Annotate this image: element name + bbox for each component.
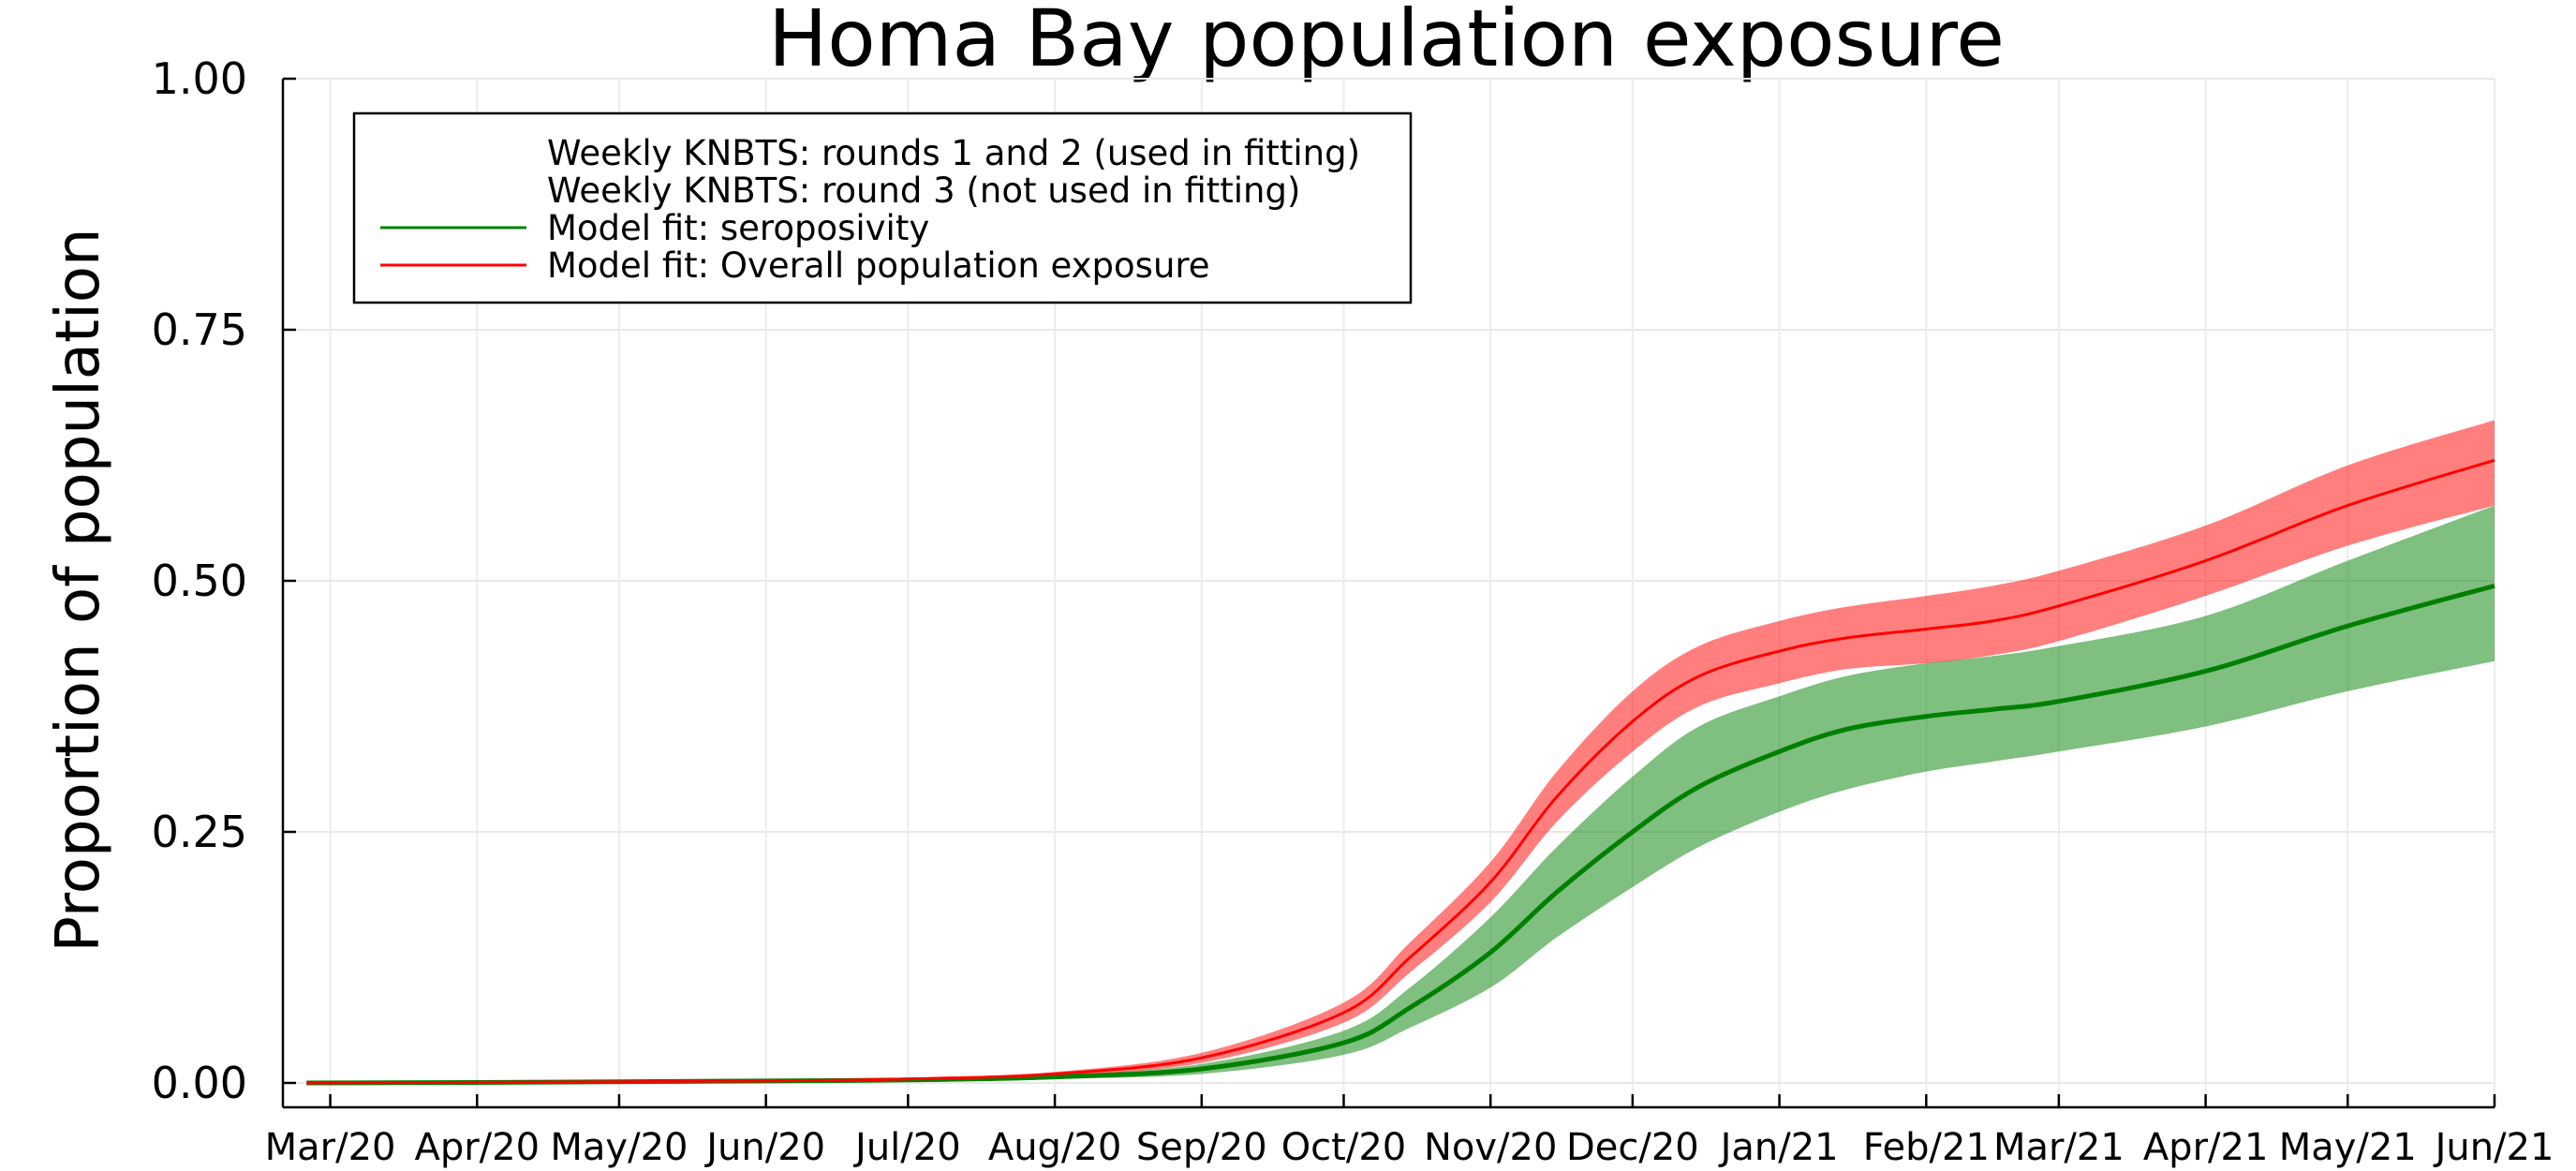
x-tick-label-3: Jun/20 — [703, 1126, 825, 1169]
y-tick-label-3: 0.75 — [152, 304, 247, 355]
x-tick-label-6: Sep/20 — [1136, 1126, 1267, 1169]
legend-label-0: Weekly KNBTS: rounds 1 and 2 (used in fi… — [547, 133, 1360, 173]
y-tick-label-4: 1.00 — [152, 53, 247, 104]
legend-label-3: Model fit: Overall population exposure — [547, 245, 1210, 286]
x-tick-label-9: Dec/20 — [1566, 1126, 1699, 1169]
x-tick-label-8: Nov/20 — [1424, 1126, 1557, 1169]
x-tick-label-0: Mar/20 — [265, 1126, 396, 1169]
x-tick-label-7: Oct/20 — [1281, 1126, 1407, 1169]
x-tick-label-5: Aug/20 — [988, 1126, 1121, 1169]
y-tick-label-2: 0.50 — [152, 556, 247, 606]
x-tick-label-15: Jun/21 — [2433, 1126, 2554, 1169]
x-tick-label-11: Feb/21 — [1863, 1126, 1990, 1169]
x-tick-label-10: Jan/21 — [1718, 1126, 1839, 1169]
legend-label-2: Model fit: seroposivity — [547, 208, 929, 248]
series-lines — [306, 458, 2495, 1086]
legend-label-1: Weekly KNBTS: round 3 (not used in fitti… — [547, 170, 1300, 211]
x-tick-label-2: May/20 — [550, 1126, 688, 1169]
x-tick-label-14: May/21 — [2279, 1126, 2417, 1169]
x-tick-label-12: Mar/21 — [1993, 1126, 2124, 1169]
chart-title: Homa Bay population exposure — [768, 0, 2005, 84]
y-tick-label-1: 0.25 — [152, 807, 247, 857]
legend: Weekly KNBTS: rounds 1 and 2 (used in fi… — [352, 111, 1413, 304]
legend-box — [352, 111, 1413, 304]
y-axis-label: Proportion of population — [44, 228, 113, 952]
line-series-1 — [306, 458, 2495, 1085]
axes: 0.00 0.25 0.50 0.75 1.00 Mar/20 Apr/20 May/20 Ju… — [152, 53, 2554, 1169]
x-tick-label-13: Apr/21 — [2143, 1126, 2269, 1169]
y-tick-label-0: 0.00 — [152, 1058, 247, 1108]
x-tick-label-1: Apr/20 — [414, 1126, 540, 1169]
x-tick-label-4: Jul/20 — [852, 1126, 961, 1169]
